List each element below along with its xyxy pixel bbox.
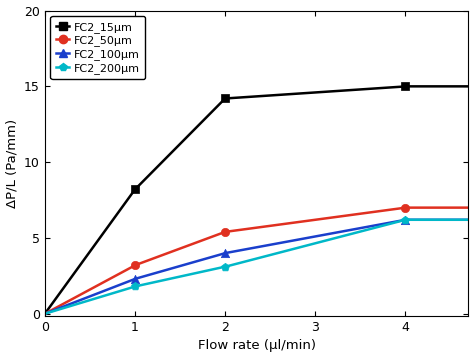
Point	[401, 217, 409, 223]
X-axis label: Flow rate (μl/min): Flow rate (μl/min)	[198, 339, 316, 352]
Point	[131, 284, 139, 289]
Point	[401, 205, 409, 211]
Point	[221, 264, 229, 270]
Point	[221, 229, 229, 235]
Y-axis label: ΔP/L (Pa/mm): ΔP/L (Pa/mm)	[6, 119, 18, 208]
Point	[131, 262, 139, 268]
Point	[131, 276, 139, 282]
Point	[221, 96, 229, 101]
Point	[401, 83, 409, 89]
Legend: FC2_15μm, FC2_50μm, FC2_100μm, FC2_200μm: FC2_15μm, FC2_50μm, FC2_100μm, FC2_200μm	[50, 16, 146, 79]
Point	[131, 187, 139, 192]
Point	[401, 217, 409, 223]
Point	[221, 250, 229, 256]
